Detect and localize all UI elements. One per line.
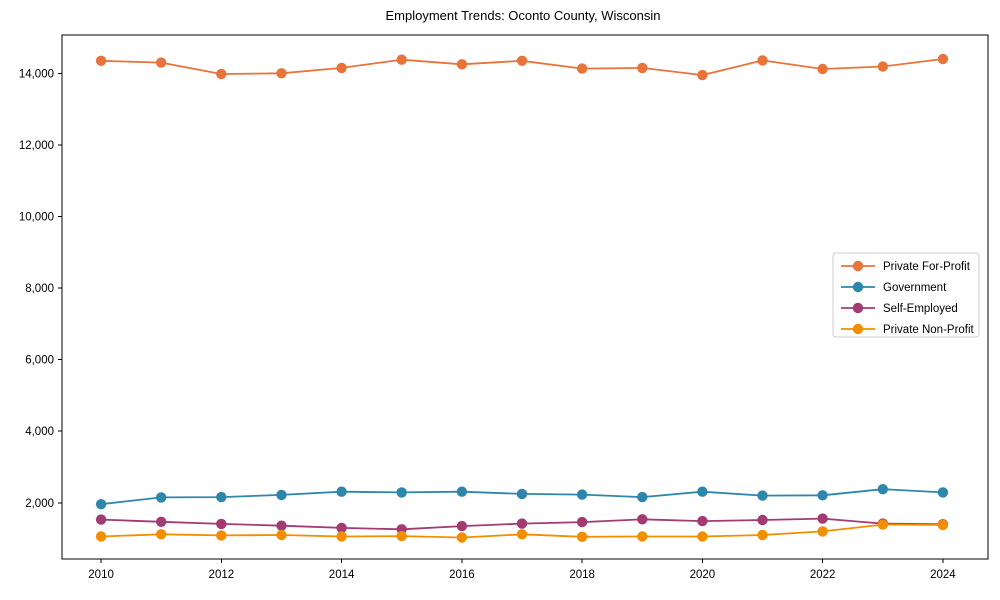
data-point-marker — [276, 520, 287, 531]
data-point-marker — [817, 63, 828, 75]
series-layer — [95, 53, 949, 543]
data-point-marker — [95, 514, 107, 525]
data-point-marker — [156, 492, 167, 503]
legend: Private For-Profit Government Self-Employe… — [832, 252, 980, 338]
data-point-marker — [516, 55, 528, 66]
y-axis-tick-label: 6,000 — [25, 355, 54, 367]
chart-title: Employment Trends: Oconto County, Wiscon… — [385, 8, 660, 23]
data-point-marker — [216, 491, 227, 503]
data-point-marker — [817, 513, 828, 524]
data-point-marker — [637, 491, 648, 503]
data-point-marker — [757, 529, 768, 541]
plot-area: 2,000 4,000 6,000 8,000 10,000 12,000 14,000 20… — [19, 34, 989, 581]
x-axis-tick-label: 2012 — [209, 569, 235, 581]
legend-entry-government: Government — [841, 281, 947, 294]
data-point-marker — [817, 490, 828, 501]
series-private-non-profit — [95, 519, 949, 543]
data-point-marker — [937, 519, 949, 531]
y-axis-tick-label: 10,000 — [19, 211, 54, 223]
data-point-marker — [156, 529, 167, 540]
data-point-marker — [637, 531, 648, 542]
data-point-marker — [216, 530, 227, 541]
data-point-marker — [276, 68, 287, 79]
data-point-marker — [396, 530, 407, 542]
data-point-marker — [757, 490, 768, 501]
data-point-marker — [877, 519, 888, 530]
data-point-marker — [637, 514, 648, 525]
data-point-marker — [336, 62, 347, 74]
series-private-for-profit — [95, 53, 949, 81]
legend-label: Private For-Profit — [883, 261, 971, 273]
data-point-marker — [697, 531, 708, 542]
x-axis-tick-label: 2014 — [329, 569, 355, 581]
data-point-marker — [516, 518, 528, 529]
data-point-marker — [336, 522, 347, 534]
data-point-marker — [637, 62, 648, 74]
data-point-marker — [697, 486, 708, 497]
data-point-marker — [456, 532, 468, 543]
legend-label: Government — [883, 282, 947, 294]
series-government — [95, 484, 949, 510]
data-point-marker — [757, 514, 768, 526]
legend-marker-icon — [852, 302, 864, 314]
x-axis-tick-label: 2022 — [810, 569, 836, 581]
data-point-marker — [937, 53, 949, 65]
data-point-marker — [877, 484, 888, 495]
legend-entry-private-non-profit: Private Non-Profit — [841, 323, 975, 336]
legend-label: Private Non-Profit — [883, 324, 975, 336]
data-point-marker — [456, 486, 468, 497]
data-point-marker — [95, 531, 107, 542]
data-point-marker — [576, 516, 588, 528]
y-axis-tick-label: 12,000 — [19, 140, 54, 152]
data-point-marker — [156, 516, 167, 527]
legend-label: Self-Employed — [883, 303, 958, 315]
data-point-marker — [697, 69, 708, 81]
legend-marker-icon — [852, 260, 864, 272]
data-point-marker — [757, 55, 768, 66]
y-axis-tick-label: 14,000 — [19, 68, 54, 80]
data-point-marker — [336, 531, 347, 542]
data-point-marker — [276, 529, 287, 541]
data-point-marker — [516, 529, 528, 540]
x-axis-tick-label: 2024 — [930, 569, 956, 581]
legend-box — [832, 252, 980, 338]
data-point-marker — [817, 526, 828, 537]
axes-border — [61, 34, 989, 560]
data-point-marker — [576, 489, 588, 500]
y-axis-tick-label: 8,000 — [25, 283, 54, 295]
x-axis-tick-label: 2010 — [88, 569, 114, 581]
data-point-marker — [216, 518, 227, 530]
data-point-marker — [396, 487, 407, 498]
data-point-marker — [156, 57, 167, 68]
legend-entry-private-for-profit: Private For-Profit — [841, 260, 971, 273]
legend-marker-icon — [852, 323, 864, 335]
data-point-marker — [877, 61, 888, 72]
legend-marker-icon — [852, 281, 864, 293]
data-point-marker — [95, 499, 107, 510]
data-point-marker — [456, 59, 468, 70]
data-point-marker — [456, 520, 468, 532]
data-point-marker — [95, 55, 107, 66]
data-point-marker — [576, 63, 588, 74]
x-axis-tick-label: 2020 — [690, 569, 716, 581]
y-axis-tick-label: 2,000 — [25, 498, 54, 510]
data-point-marker — [937, 487, 949, 498]
data-point-marker — [576, 531, 588, 542]
data-point-marker — [336, 486, 347, 497]
data-point-marker — [697, 515, 708, 527]
data-point-marker — [396, 54, 407, 65]
legend-entry-self-employed: Self-Employed — [841, 302, 958, 315]
y-axis-tick-label: 4,000 — [25, 426, 54, 438]
data-point-marker — [516, 488, 528, 500]
x-axis-tick-label: 2018 — [569, 569, 595, 581]
data-point-marker — [276, 489, 287, 501]
data-point-marker — [216, 68, 227, 80]
x-axis-tick-label: 2016 — [449, 569, 475, 581]
